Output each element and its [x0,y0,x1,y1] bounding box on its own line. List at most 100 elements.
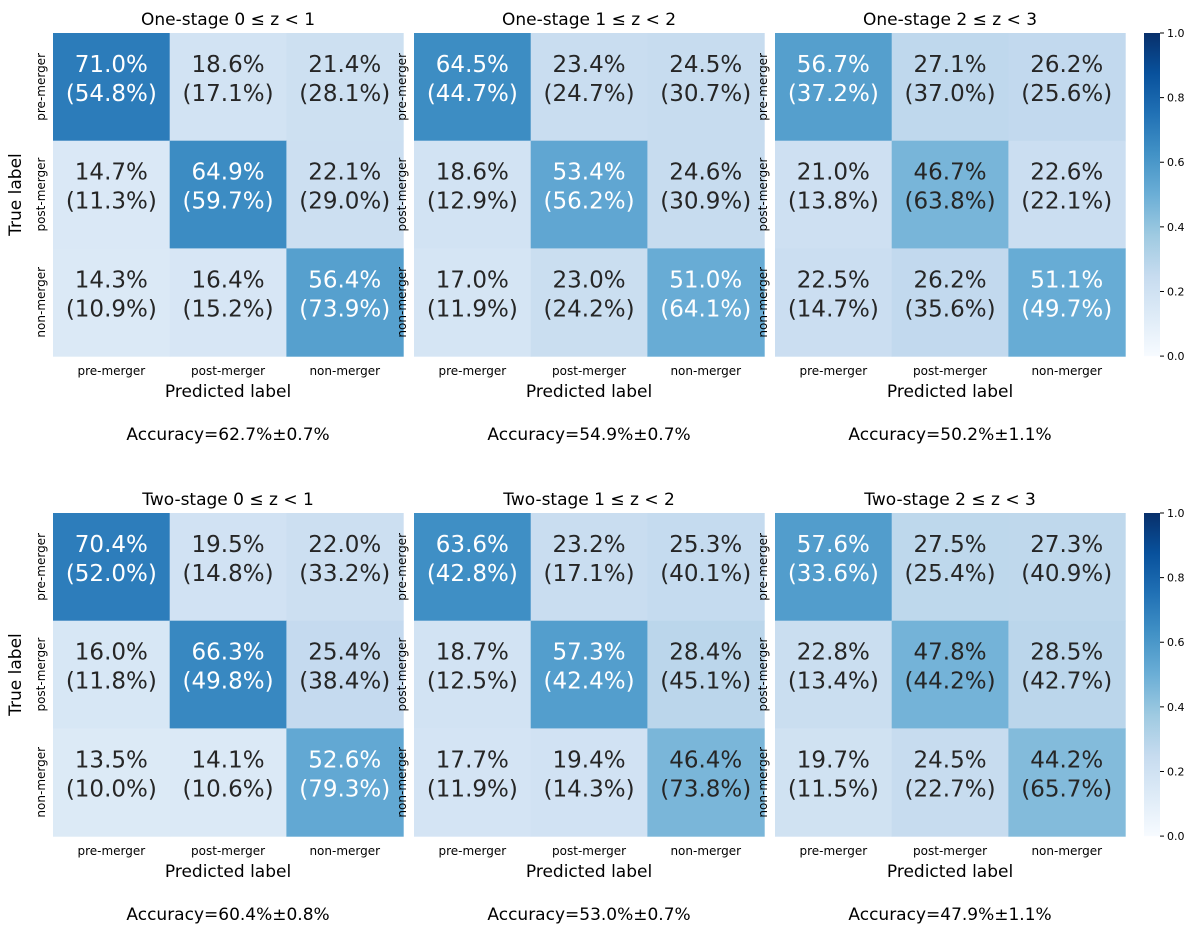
cell-subpercentage: (25.6%) [1021,81,1112,107]
cell-percentage: 13.5% [75,747,148,773]
cell-percentage: 23.4% [553,52,626,78]
cell-subpercentage: (73.9%) [299,296,390,322]
cell-percentage: 18.6% [192,52,265,78]
heatmap-cell [53,620,171,729]
cell-subpercentage: (17.1%) [544,561,635,587]
x-axis-label: Predicted label [887,862,1013,882]
x-tick-label: post-merger [191,844,265,858]
cell-percentage: 56.7% [797,52,870,78]
cell-subpercentage: (33.2%) [299,561,390,587]
cell-percentage: 46.7% [914,160,987,186]
cell-subpercentage: (37.0%) [905,81,996,107]
cell-percentage: 47.8% [914,640,987,666]
cell-percentage: 57.3% [553,640,626,666]
cell-subpercentage: (10.0%) [66,776,157,802]
cell-subpercentage: (63.8%) [905,189,996,215]
cell-percentage: 16.0% [75,640,148,666]
cell-percentage: 14.3% [75,267,148,293]
y-tick-label: non-merger [756,267,770,338]
heatmap-cell [53,33,171,142]
x-tick-label: pre-merger [438,364,506,378]
cell-subpercentage: (37.2%) [788,81,879,107]
x-tick-label: non-merger [309,844,380,858]
cell-percentage: 64.5% [436,52,509,78]
y-tick-label: non-merger [34,747,48,818]
cell-subpercentage: (38.4%) [299,669,390,695]
colorbar-tick-label: 0.8 [1167,572,1185,585]
heatmap-cell [530,140,648,249]
cell-subpercentage: (13.8%) [788,189,879,215]
heatmap-cell [891,33,1009,142]
heatmap-cell [286,728,404,837]
x-tick-label: non-merger [670,844,741,858]
x-tick-label: pre-merger [77,844,145,858]
heatmap-cell [53,513,171,622]
x-tick-label: non-merger [309,364,380,378]
heatmap-cell [1008,140,1126,249]
cell-percentage: 57.6% [797,532,870,558]
heatmap-cell [414,513,532,622]
x-tick-label: post-merger [913,364,987,378]
heatmap-cell [1008,513,1126,622]
x-axis-label: Predicted label [526,862,652,882]
x-axis-label: Predicted label [165,382,291,402]
cell-percentage: 51.0% [669,267,742,293]
cell-percentage: 19.7% [797,747,870,773]
y-tick-label: pre-merger [395,533,409,601]
heatmap-cell [286,248,404,357]
y-tick-label: pre-merger [756,533,770,601]
x-tick-label: pre-merger [438,844,506,858]
heatmap-cell [169,33,287,142]
accuracy-label: Accuracy=53.0%±0.7% [487,905,690,925]
heatmap-cell [286,140,404,249]
cell-subpercentage: (65.7%) [1021,776,1112,802]
cell-percentage: 18.6% [436,160,509,186]
cell-subpercentage: (42.4%) [544,669,635,695]
y-tick-label: non-merger [756,747,770,818]
cell-percentage: 63.6% [436,532,509,558]
cell-subpercentage: (11.8%) [66,669,157,695]
heatmap-cell [169,620,287,729]
heatmap-cell [647,513,765,622]
y-tick-label: pre-merger [34,533,48,601]
heatmap-cell [775,620,893,729]
colorbar-tick-label: 0.6 [1167,636,1185,649]
heatmap-cell [647,140,765,249]
cell-percentage: 22.8% [797,640,870,666]
cell-percentage: 64.9% [192,160,265,186]
y-tick-label: post-merger [395,638,409,712]
heatmap-cell [530,33,648,142]
x-tick-label: pre-merger [77,364,145,378]
x-axis-label: Predicted label [165,862,291,882]
cell-subpercentage: (79.3%) [299,776,390,802]
heatmap-cell [530,728,648,837]
colorbar-tick-label: 0.4 [1167,701,1185,714]
cell-percentage: 22.0% [308,532,381,558]
accuracy-label: Accuracy=60.4%±0.8% [126,905,329,925]
cell-percentage: 17.0% [436,267,509,293]
heatmap-cell [1008,33,1126,142]
y-tick-label: post-merger [756,638,770,712]
heatmap-cell [647,620,765,729]
cell-percentage: 23.0% [553,267,626,293]
x-tick-label: pre-merger [799,844,867,858]
colorbar-tick-label: 0.0 [1167,350,1185,363]
cell-percentage: 19.5% [192,532,265,558]
cell-subpercentage: (22.1%) [1021,189,1112,215]
cell-percentage: 53.4% [553,160,626,186]
heatmap-cell [169,728,287,837]
cell-percentage: 28.4% [669,640,742,666]
accuracy-label: Accuracy=54.9%±0.7% [487,425,690,445]
heatmap-cell [53,728,171,837]
cell-percentage: 25.3% [669,532,742,558]
cell-subpercentage: (33.6%) [788,561,879,587]
y-tick-label: post-merger [34,158,48,232]
cell-percentage: 24.6% [669,160,742,186]
cell-percentage: 71.0% [75,52,148,78]
cell-percentage: 26.2% [914,267,987,293]
cell-subpercentage: (12.5%) [427,669,518,695]
cell-percentage: 66.3% [192,640,265,666]
colorbar-tick-label: 0.2 [1167,765,1185,778]
cell-subpercentage: (54.8%) [66,81,157,107]
x-tick-label: post-merger [552,844,626,858]
